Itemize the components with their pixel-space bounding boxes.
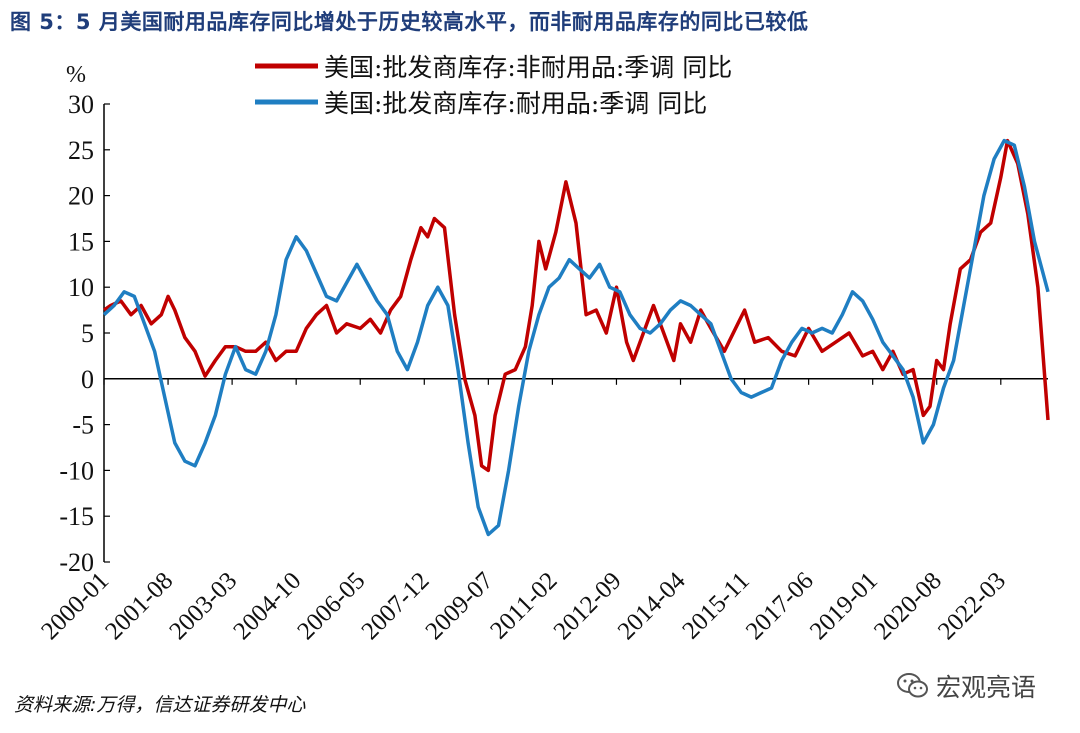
legend-label: 美国:批发商库存:耐用品:季调 同比 [324,89,707,118]
legend-label: 美国:批发商库存:非耐用品:季调 同比 [324,53,732,82]
wechat-icon [897,673,928,698]
x-tick-label: 2000-01 [36,567,114,645]
y-tick-label: 5 [81,319,94,348]
x-tick-label: 2022-03 [933,567,1011,645]
x-tick-label: 2011-02 [485,567,562,644]
source-note: 资料来源:万得，信达证券研发中心 [14,694,306,716]
y-tick-label: 0 [81,365,94,394]
x-tick-label: 2009-07 [421,567,499,645]
y-axis-unit: % [66,62,86,88]
y-tick-label: 25 [68,136,94,165]
x-tick-label: 2001-08 [100,567,178,645]
y-tick-label: 30 [68,90,94,119]
chart-axes [103,103,1048,563]
watermark-text: 宏观亮语 [936,673,1037,702]
series-lines [102,138,1050,537]
x-tick-label: 2006-05 [292,567,370,645]
series-line-nondurable [103,138,1050,473]
series-line-durable [102,138,1050,537]
x-tick-label: 2003-03 [164,567,242,645]
x-tick-label: 2014-04 [613,567,691,645]
y-tick-label: -15 [59,502,94,531]
x-tick-label: 2017-06 [741,567,819,645]
x-tick-label: 2007-12 [357,567,435,645]
x-tick-label: 2012-09 [549,567,627,645]
x-tick-label: 2004-10 [228,567,306,645]
x-tick-label: 2019-01 [805,567,883,645]
x-tick-label: 2020-08 [869,567,947,645]
y-tick-label: -5 [72,411,94,440]
y-tick-label: -10 [59,456,94,485]
x-tick-labels: 2000-012001-082003-032004-102006-052007-… [36,567,1011,645]
y-tick-label: -20 [59,548,94,577]
y-tick-label: 15 [68,227,94,256]
y-tick-labels: 30 25 20 15 10 5 0 -5 -10 -15 -20 [59,90,94,577]
figure-title: 图 5：5 月美国耐用品库存同比增处于历史较高水平，而非耐用品库存的同比已较低 [10,10,809,34]
y-tick-label: 10 [68,273,94,302]
watermark: 宏观亮语 [896,668,1036,704]
x-tick-label: 2015-11 [677,567,754,644]
y-tick-label: 20 [68,182,94,211]
